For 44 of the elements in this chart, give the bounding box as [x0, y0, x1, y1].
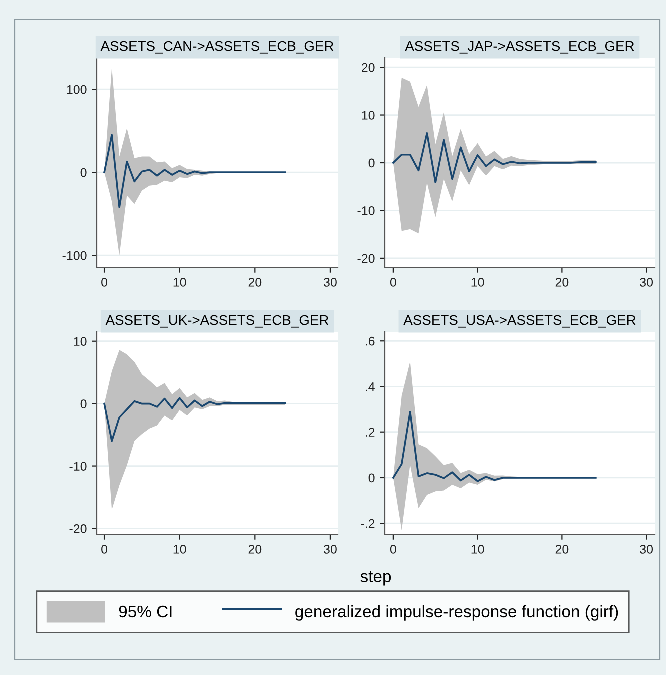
y-tick-label: 0: [368, 474, 375, 483]
x-axis-title: step: [360, 572, 392, 586]
line-series: [392, 132, 597, 184]
x-tick-label: 20: [248, 278, 262, 287]
chart-title: ASSETS_USA->ASSETS_ECB_GER: [404, 315, 636, 328]
y-tick-label: 100: [67, 85, 87, 94]
x-tick-label: 0: [390, 545, 396, 554]
line-series: [104, 397, 286, 442]
x-tick-label: 20: [556, 545, 569, 554]
chart-title: ASSETS_CAN->ASSETS_ECB_GER: [100, 41, 334, 54]
y-tick-label: .4: [366, 382, 375, 392]
legend-label: generalized impulse-response function (girf): [296, 605, 618, 621]
y-tick-label: -20: [358, 254, 375, 264]
y-tick-label: 0: [368, 158, 375, 168]
y-tick-label: -10: [70, 462, 87, 471]
y-tick-label: 20: [362, 63, 375, 72]
x-tick-label: 0: [390, 278, 396, 287]
y-tick-label: 10: [74, 337, 87, 346]
x-tick-label: 10: [472, 278, 484, 287]
y-tick-label: .2: [366, 428, 375, 437]
x-tick-label: 20: [556, 278, 569, 287]
x-tick-label: 30: [324, 545, 337, 554]
line-series: [392, 410, 597, 482]
x-tick-label: 0: [102, 278, 108, 287]
y-tick-label: -100: [62, 251, 87, 260]
x-tick-label: 10: [174, 545, 186, 554]
chart-title: ASSETS_JAP->ASSETS_ECB_GER: [405, 41, 634, 54]
x-tick-label: 10: [174, 278, 186, 287]
y-tick-label: 0: [80, 168, 87, 178]
y-tick-label: -10: [358, 206, 375, 216]
x-tick-label: 10: [472, 545, 484, 554]
y-tick-label: -.2: [361, 519, 375, 528]
y-tick-label: 10: [362, 111, 375, 120]
x-tick-label: 30: [640, 278, 654, 287]
line-series: [104, 134, 286, 208]
y-tick-label: -20: [70, 524, 87, 534]
x-tick-label: 30: [640, 545, 654, 554]
x-tick-label: 20: [248, 545, 262, 554]
y-tick-label: 0: [80, 400, 87, 408]
x-tick-label: 30: [324, 278, 337, 287]
y-tick-label: .6: [366, 336, 375, 346]
x-tick-label: 0: [102, 545, 108, 554]
text: 95% CI: [119, 606, 172, 618]
chart-title: ASSETS_UK->ASSETS_ECB_GER: [106, 315, 329, 328]
